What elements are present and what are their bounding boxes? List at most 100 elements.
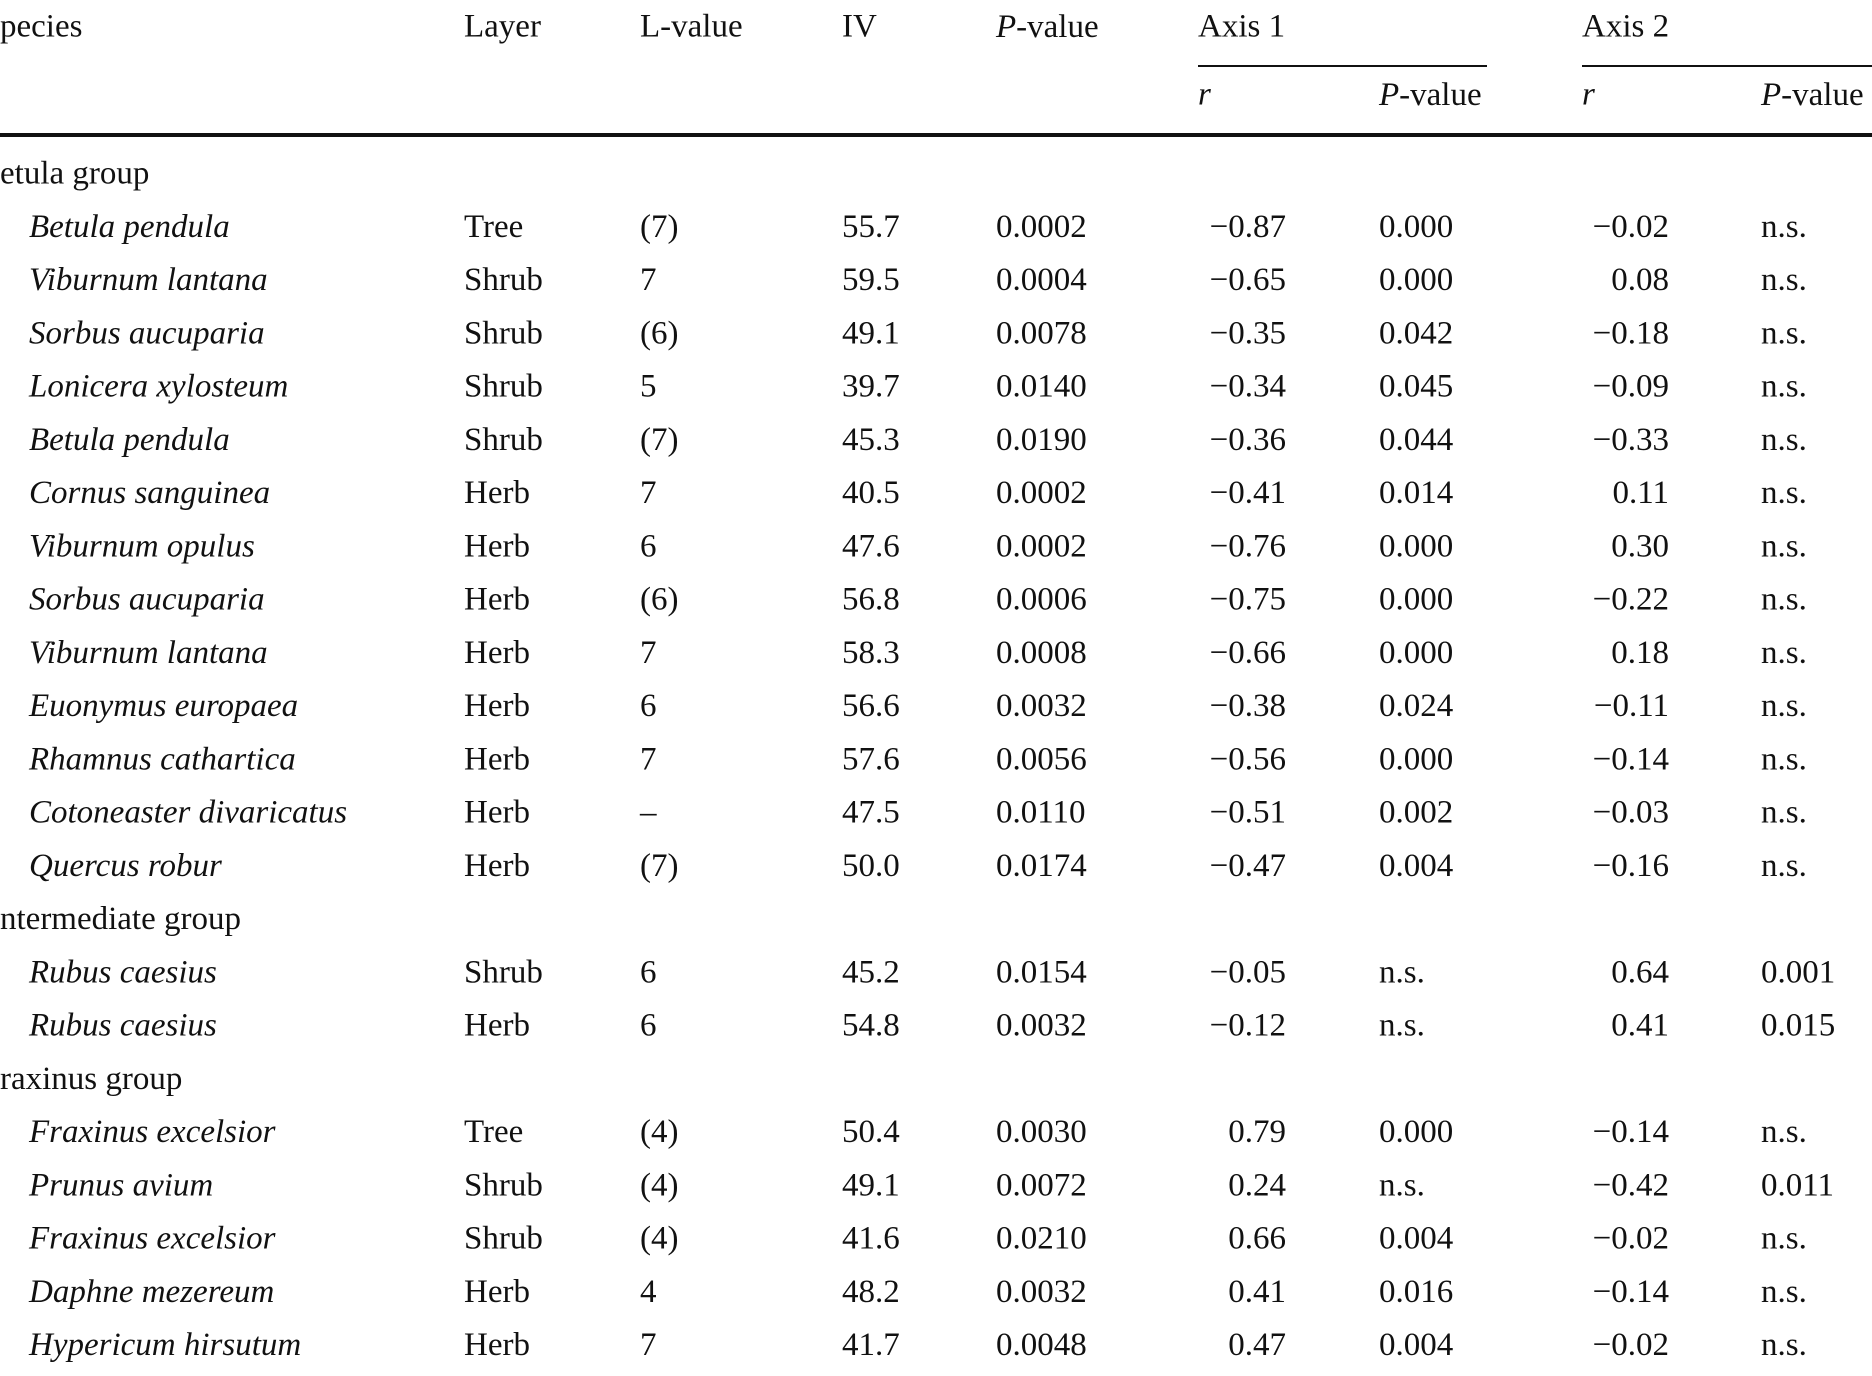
axis1-p-cell: 0.044	[1379, 422, 1453, 458]
axis1-p-cell: 0.004	[1379, 1327, 1453, 1363]
p-value-cell: 0.0002	[996, 528, 1087, 564]
p-value-cell: 0.0032	[996, 688, 1087, 724]
axis2-p-cell: n.s.	[1761, 741, 1807, 777]
species-cell: Prunus avium	[28, 1167, 213, 1203]
iv-cell: 47.6	[842, 528, 900, 564]
axis1-r-cell: −0.51	[1210, 795, 1286, 831]
axis1-r-cell: −0.38	[1210, 688, 1286, 724]
layer-cell: Herb	[464, 528, 530, 564]
axis2-r-cell: 0.11	[1612, 475, 1669, 511]
axis2-p-cell: n.s.	[1761, 315, 1807, 351]
axis1-p-cell: 0.016	[1379, 1274, 1453, 1310]
header-p1: P-value	[1378, 77, 1482, 113]
layer-cell: Herb	[464, 475, 530, 511]
axis2-r-cell: −0.14	[1593, 1114, 1669, 1150]
layer-cell: Shrub	[464, 954, 543, 990]
species-cell: Cornus sanguinea	[29, 475, 270, 511]
p-value-cell: 0.0210	[996, 1221, 1087, 1257]
axis1-p-cell: 0.042	[1379, 315, 1453, 351]
layer-cell: Herb	[464, 795, 530, 831]
axis1-p-cell: 0.045	[1379, 369, 1453, 405]
axis1-r-cell: 0.47	[1228, 1327, 1286, 1363]
axis2-r-cell: 0.18	[1611, 635, 1669, 671]
axis2-p-cell: n.s.	[1761, 1327, 1807, 1363]
axis2-r-cell: −0.02	[1593, 1327, 1669, 1363]
p-value-cell: 0.0008	[996, 635, 1087, 671]
species-cell: Fraxinus excelsior	[28, 1114, 276, 1150]
iv-cell: 50.0	[842, 848, 900, 884]
species-cell: Sorbus aucuparia	[29, 315, 265, 351]
header-species: pecies	[0, 9, 82, 45]
species-cell: Cotoneaster divaricatus	[29, 795, 347, 831]
layer-cell: Herb	[464, 1327, 530, 1363]
species-cell: Viburnum lantana	[29, 635, 268, 671]
p-value-cell: 0.0006	[996, 582, 1087, 618]
label-rest: -value	[1781, 77, 1863, 113]
l-value-cell: 5	[640, 369, 657, 405]
axis2-p-cell: n.s.	[1761, 582, 1807, 618]
p-value-cell: 0.0032	[996, 1008, 1087, 1044]
species-cell: Betula pendula	[29, 422, 230, 458]
axis1-r-cell: −0.65	[1210, 262, 1286, 298]
axis1-r-cell: −0.34	[1210, 369, 1286, 405]
axis1-p-cell: 0.002	[1379, 795, 1453, 831]
species-cell: Rubus caesius	[28, 1008, 217, 1044]
axis1-p-cell: 0.000	[1379, 582, 1453, 618]
axis2-p-cell: n.s.	[1761, 475, 1807, 511]
axis1-p-cell: 0.000	[1379, 209, 1453, 245]
axis2-r-cell: 0.64	[1611, 954, 1669, 990]
axis2-r-cell: −0.33	[1593, 422, 1669, 458]
l-value-cell: 7	[640, 262, 657, 298]
axis1-p-cell: n.s.	[1379, 1008, 1425, 1044]
l-value-cell: (7)	[640, 848, 678, 884]
axis1-r-cell: −0.35	[1210, 315, 1286, 351]
axis1-p-cell: 0.004	[1379, 1221, 1453, 1257]
axis1-p-cell: 0.000	[1379, 262, 1453, 298]
p-value-cell: 0.0030	[996, 1114, 1087, 1150]
species-cell: Rubus caesius	[28, 954, 217, 990]
layer-cell: Herb	[464, 1008, 530, 1044]
axis2-p-cell: n.s.	[1761, 848, 1807, 884]
label-rest: -value	[1399, 77, 1481, 113]
axis1-r-cell: −0.41	[1210, 475, 1286, 511]
axis2-r-cell: −0.16	[1593, 848, 1669, 884]
header-r2: r	[1582, 77, 1595, 113]
group-label: ntermediate group	[0, 901, 241, 937]
layer-cell: Herb	[464, 848, 530, 884]
italic-letter: P	[995, 9, 1016, 45]
iv-cell: 41.6	[842, 1221, 900, 1257]
axis1-p-cell: n.s.	[1379, 1167, 1425, 1203]
axis1-r-cell: 0.24	[1228, 1167, 1286, 1203]
species-cell: Rhamnus cathartica	[28, 741, 296, 777]
species-cell: Betula pendula	[29, 209, 230, 245]
axis2-p-cell: n.s.	[1761, 369, 1807, 405]
l-value-cell: 6	[640, 1008, 657, 1044]
axis1-r-cell: 0.79	[1228, 1114, 1286, 1150]
italic-letter: P	[1378, 77, 1399, 113]
axis1-r-cell: −0.66	[1210, 635, 1286, 671]
axis1-p-cell: 0.014	[1379, 475, 1453, 511]
axis2-r-cell: −0.18	[1593, 315, 1669, 351]
layer-cell: Herb	[464, 635, 530, 671]
header-r1: r	[1198, 77, 1211, 113]
l-value-cell: (6)	[640, 582, 678, 618]
header-layer: Layer	[464, 9, 541, 45]
header-pvalue: P-value	[995, 9, 1099, 45]
label-rest: -value	[1016, 9, 1098, 45]
axis1-p-cell: 0.000	[1379, 635, 1453, 671]
p-value-cell: 0.0154	[996, 954, 1087, 990]
p-value-cell: 0.0140	[996, 369, 1087, 405]
p-value-cell: 0.0174	[996, 848, 1087, 884]
axis1-r-cell: −0.56	[1210, 741, 1286, 777]
axis2-p-cell: n.s.	[1761, 688, 1807, 724]
l-value-cell: 7	[640, 475, 657, 511]
header-p2: P-value	[1760, 77, 1864, 113]
layer-cell: Shrub	[464, 422, 543, 458]
l-value-cell: (7)	[640, 422, 678, 458]
p-value-cell: 0.0002	[996, 209, 1087, 245]
axis2-p-cell: n.s.	[1761, 1274, 1807, 1310]
axis2-r-cell: −0.11	[1594, 688, 1669, 724]
axis2-r-cell: −0.09	[1593, 369, 1669, 405]
axis1-r-cell: −0.12	[1210, 1008, 1286, 1044]
